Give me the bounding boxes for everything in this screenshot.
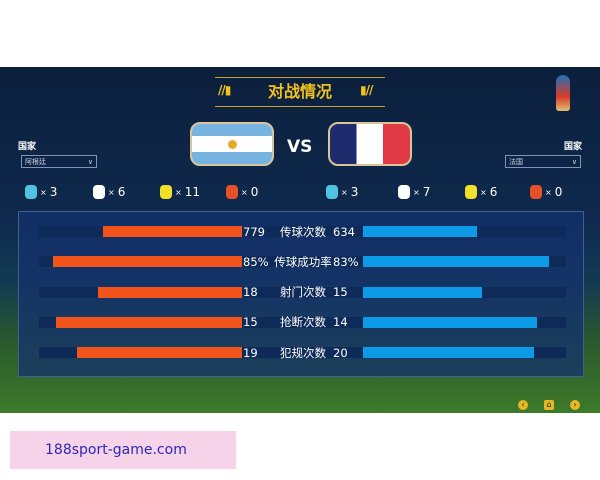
left-bar: [98, 286, 242, 298]
next-arrow-icon[interactable]: ›: [570, 400, 580, 410]
stat-row-track: [39, 256, 566, 268]
blue-card-icon: [25, 185, 37, 199]
red-card-icon: [530, 185, 542, 199]
right-country-value: 法国: [509, 158, 523, 166]
yellow-card-icon: [160, 185, 172, 199]
row-label: 传球成功率: [274, 254, 332, 269]
right-bar: [363, 256, 549, 268]
stat-count: 7: [422, 185, 431, 199]
stats-panel: 779 传球次数 634 85% 传球成功率 83% 18 射门次数 15 15…: [18, 211, 584, 377]
right-stat-blue-card: × 3: [326, 185, 358, 199]
right-stat-ball: × 7: [398, 185, 430, 199]
multiply-sign: ×: [480, 187, 487, 197]
left-stat-ball: × 6: [93, 185, 125, 199]
stat-count: 6: [117, 185, 126, 199]
left-value: 85%: [243, 254, 269, 269]
left-country-value: 阿根廷: [25, 158, 46, 166]
row-label: 犯规次数: [280, 345, 326, 360]
right-bar: [363, 347, 534, 359]
right-bar: [363, 226, 477, 237]
right-bar: [363, 316, 537, 328]
left-bar: [77, 347, 242, 359]
left-value: 19: [243, 345, 258, 360]
argentina-flag: [190, 122, 274, 166]
stat-count: 3: [350, 185, 359, 199]
chevron-down-icon: ∨: [87, 158, 93, 166]
multiply-sign: ×: [108, 187, 115, 197]
row-label: 抢断次数: [280, 315, 326, 330]
multiply-sign: ×: [40, 187, 47, 197]
right-country-label: 国家: [564, 142, 583, 152]
right-stat-red-card: × 0: [530, 185, 562, 199]
stat-row-track: [39, 316, 566, 328]
multiply-sign: ×: [341, 187, 348, 197]
multiply-sign: ×: [241, 187, 248, 197]
chevron-down-icon: ∨: [571, 158, 577, 166]
right-value: 634: [333, 224, 355, 239]
right-bar: [363, 286, 482, 298]
france-flag: [328, 122, 412, 166]
sun-icon: [228, 140, 237, 149]
red-card-icon: [226, 185, 238, 199]
stat-count: 11: [184, 185, 200, 199]
right-value: 15: [333, 285, 348, 300]
left-country-label: 国家: [18, 142, 37, 152]
right-country-select[interactable]: 法国 ∨: [505, 155, 581, 168]
stat-count: 0: [250, 185, 259, 199]
ad-banner[interactable]: 188sport-game.com: [10, 431, 236, 469]
page-title: 对战情况: [215, 77, 385, 107]
blue-card-icon: [326, 185, 338, 199]
right-value: 20: [333, 345, 348, 360]
left-value: 18: [243, 285, 258, 300]
yellow-card-icon: [465, 185, 477, 199]
right-value: 83%: [333, 254, 359, 269]
multiply-sign: ×: [545, 187, 552, 197]
left-bar: [56, 316, 242, 328]
stat-row-track: [39, 226, 566, 237]
stat-count: 3: [49, 185, 58, 199]
row-label: 射门次数: [280, 285, 326, 300]
prev-arrow-icon[interactable]: ‹: [518, 400, 528, 410]
stat-row-track: [39, 286, 566, 298]
world-cup-logo-icon: [556, 75, 570, 111]
multiply-sign: ×: [413, 187, 420, 197]
title-decoration-right: ▮//: [360, 83, 373, 97]
stat-count: 0: [554, 185, 563, 199]
ball-icon: [93, 185, 105, 199]
left-stat-red-card: × 0: [226, 185, 258, 199]
stat-row-track: [39, 347, 566, 359]
home-icon[interactable]: ⌂: [544, 400, 554, 410]
right-value: 14: [333, 315, 348, 330]
left-value: 779: [243, 224, 265, 239]
left-stat-blue-card: × 3: [25, 185, 57, 199]
left-stat-yellow-card: × 11: [160, 185, 200, 199]
left-value: 15: [243, 315, 258, 330]
stat-count: 6: [489, 185, 498, 199]
row-label: 传球次数: [280, 224, 326, 239]
multiply-sign: ×: [175, 187, 182, 197]
vs-label: VS: [287, 137, 313, 157]
left-country-select[interactable]: 阿根廷 ∨: [21, 155, 97, 168]
title-decoration-left: //▮: [218, 83, 231, 97]
ball-icon: [398, 185, 410, 199]
left-bar: [103, 226, 242, 237]
right-stat-yellow-card: × 6: [465, 185, 497, 199]
left-bar: [53, 256, 242, 268]
match-scene: //▮ 对战情况 ▮// 国家 阿根廷 ∨ 国家 法国 ∨ VS × 3 × 6 × 11 × 0…: [0, 67, 600, 413]
